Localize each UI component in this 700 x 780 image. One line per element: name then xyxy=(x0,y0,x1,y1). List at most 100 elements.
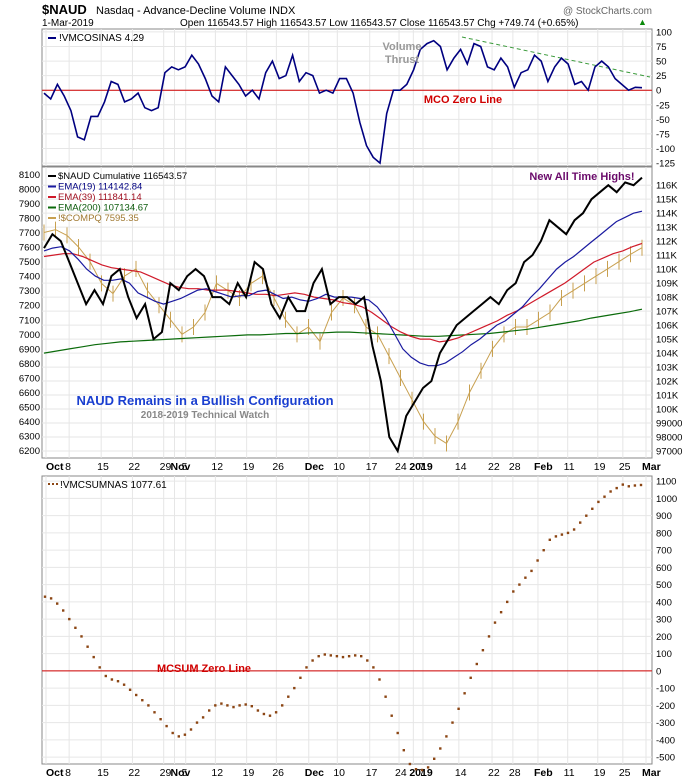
mcsum-point xyxy=(62,609,65,612)
x-tick-label: Feb xyxy=(534,767,553,779)
mcsum-point xyxy=(341,655,345,659)
mcsum-point xyxy=(463,692,466,695)
mcsum-point xyxy=(68,617,71,621)
x-tick-label: Oct xyxy=(46,461,64,473)
x-tick-label: 25 xyxy=(619,461,631,473)
gridlines xyxy=(42,29,652,764)
left-tick-label: 6400 xyxy=(19,417,40,428)
mcsum-point xyxy=(165,724,168,728)
mcsum-point xyxy=(208,709,211,712)
x-tick-label: 19 xyxy=(594,767,606,779)
y-tick-label: 103K xyxy=(656,363,679,374)
y-tick-label: 25 xyxy=(656,71,667,82)
chart-symbol: $NAUD xyxy=(42,2,87,17)
mcsum-point xyxy=(475,662,478,666)
y-tick-label: 100K xyxy=(656,405,679,416)
mcsum-point xyxy=(56,602,59,605)
mcsum-point xyxy=(633,484,637,487)
mcsum-point xyxy=(244,703,247,706)
x-tick-label: Feb xyxy=(534,461,553,473)
mcsum-point xyxy=(433,757,436,760)
y-tick-label: 104K xyxy=(656,349,679,360)
mcsum-point xyxy=(305,666,308,669)
x-tick-label: 5 xyxy=(182,461,188,473)
x-tick-label: Mar xyxy=(642,461,661,473)
mcsum-point xyxy=(49,597,53,600)
mcsum-point xyxy=(238,704,241,707)
y-axes: 1007550250-25-50-75-100-125116K115K114K1… xyxy=(19,27,683,763)
x-tick-label: 15 xyxy=(97,767,109,779)
x-tick-label: 17 xyxy=(366,767,378,779)
mcsum-point xyxy=(572,528,576,531)
y-tick-label: 115K xyxy=(656,195,678,206)
x-tick-label: 5 xyxy=(182,767,188,779)
y-tick-label: 0 xyxy=(656,86,661,97)
y-tick-label: -200 xyxy=(656,701,675,712)
mcsum-point xyxy=(287,695,290,698)
mcsum-point xyxy=(639,483,643,487)
mcsum-point xyxy=(536,559,539,562)
mcsum-point xyxy=(512,590,515,593)
y-tick-label: 113K xyxy=(656,223,678,234)
x-tick-label: 11 xyxy=(564,461,575,473)
x-tick-label: 19 xyxy=(594,461,606,473)
left-tick-label: 6800 xyxy=(19,359,40,370)
left-tick-label: 7600 xyxy=(19,243,40,254)
y-tick-label: 0 xyxy=(656,666,661,677)
y-tick-label: 600 xyxy=(656,563,672,574)
mcsum-point xyxy=(451,721,454,724)
mcsum-point xyxy=(323,653,326,656)
mcsum-panel-frame xyxy=(41,475,653,765)
naud-panel-frame xyxy=(41,166,653,459)
mcsum-point xyxy=(585,514,588,517)
mcsum-point xyxy=(566,531,570,535)
mcsum-point xyxy=(597,500,600,504)
mcsum-point xyxy=(396,731,399,735)
legend-naud-item: EMA(19) 114142.84 xyxy=(58,182,142,193)
y-tick-label: 50 xyxy=(656,57,667,68)
mcsum-point xyxy=(493,621,497,624)
mcsum-point xyxy=(226,704,229,707)
chart-description: Nasdaq - Advance-Decline Volume INDX xyxy=(96,5,296,17)
y-tick-label: 100 xyxy=(656,649,672,660)
x-tick-label: 22 xyxy=(488,461,500,473)
mcsum-point xyxy=(43,595,47,598)
x-tick-label: 22 xyxy=(128,767,140,779)
x-tick-label: 14 xyxy=(455,461,467,473)
mcsum-point xyxy=(220,702,223,705)
x-tick-label: 7 xyxy=(419,767,425,779)
y-tick-label: 116K xyxy=(656,181,678,192)
mco-zero-label: MCO Zero Line xyxy=(424,94,502,106)
mcsum-point xyxy=(615,486,618,490)
mcsum-point xyxy=(159,718,162,721)
x-tick-label: 28 xyxy=(509,461,521,473)
x-tick-label: 11 xyxy=(564,767,575,779)
legend-naud-item: !$COMPQ 7595.35 xyxy=(58,213,139,224)
mcsum-point xyxy=(378,678,381,681)
series-naud-line xyxy=(43,176,643,454)
mcsum-point xyxy=(439,747,442,750)
new-highs-label: New All Time Highs! xyxy=(529,171,634,183)
legend-swatch xyxy=(52,483,54,485)
mcsum-point xyxy=(506,600,509,604)
x-tick-label: 19 xyxy=(243,767,255,779)
mcsum-point xyxy=(499,611,503,614)
legend-naud-item: $NAUD Cumulative 116543.57 xyxy=(58,171,187,182)
mcsum-point xyxy=(445,735,448,738)
mcsum-point xyxy=(232,705,235,709)
x-tick-label: 29 xyxy=(160,461,172,473)
mcsum-point xyxy=(116,680,120,683)
x-tick-label: 25 xyxy=(619,767,631,779)
x-tick-label: 12 xyxy=(211,461,223,473)
mcsum-point xyxy=(420,768,424,772)
x-tick-label: Nov xyxy=(170,461,190,473)
mcsum-point xyxy=(141,699,144,702)
x-tick-label: 10 xyxy=(333,461,345,473)
y-tick-label: 111K xyxy=(656,251,677,262)
x-tick-label: Dec xyxy=(305,461,324,473)
y-tick-label: -100 xyxy=(656,144,675,155)
x-tick-label: 28 xyxy=(509,767,521,779)
series-ema19-line xyxy=(43,210,643,367)
y-tick-label: -400 xyxy=(656,735,675,746)
